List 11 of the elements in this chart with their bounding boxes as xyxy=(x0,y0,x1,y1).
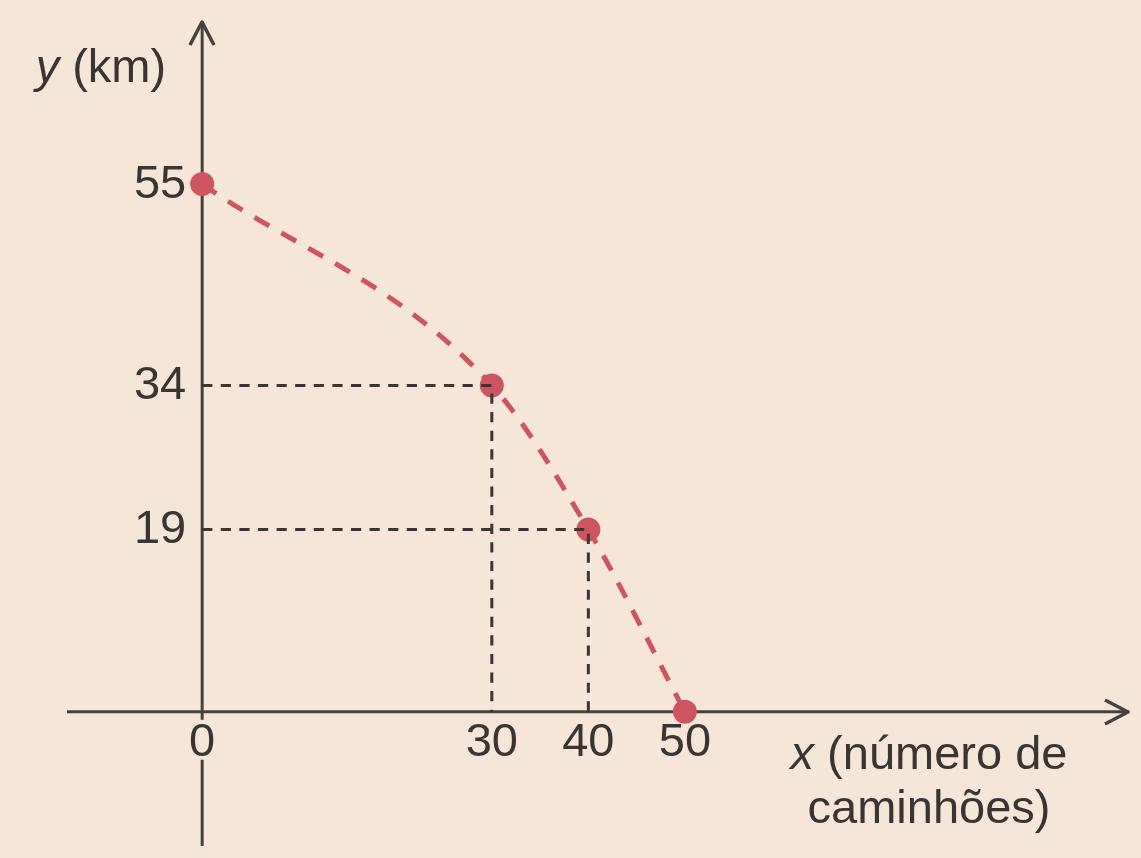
point xyxy=(190,172,215,197)
x-tick-label: 50 xyxy=(658,712,712,766)
x-axis-title: x (número de caminhões) xyxy=(790,725,1068,833)
y-tick-label: 55 xyxy=(133,155,187,209)
y-tick-label: 19 xyxy=(133,500,187,554)
x-tick-label: 30 xyxy=(465,712,518,766)
point xyxy=(672,699,697,724)
x-tick-label: 0 xyxy=(189,712,216,766)
x-tick-label: 40 xyxy=(562,712,615,766)
y-tick-label: 34 xyxy=(133,356,187,410)
y-axis-title: y (km) xyxy=(35,39,167,92)
